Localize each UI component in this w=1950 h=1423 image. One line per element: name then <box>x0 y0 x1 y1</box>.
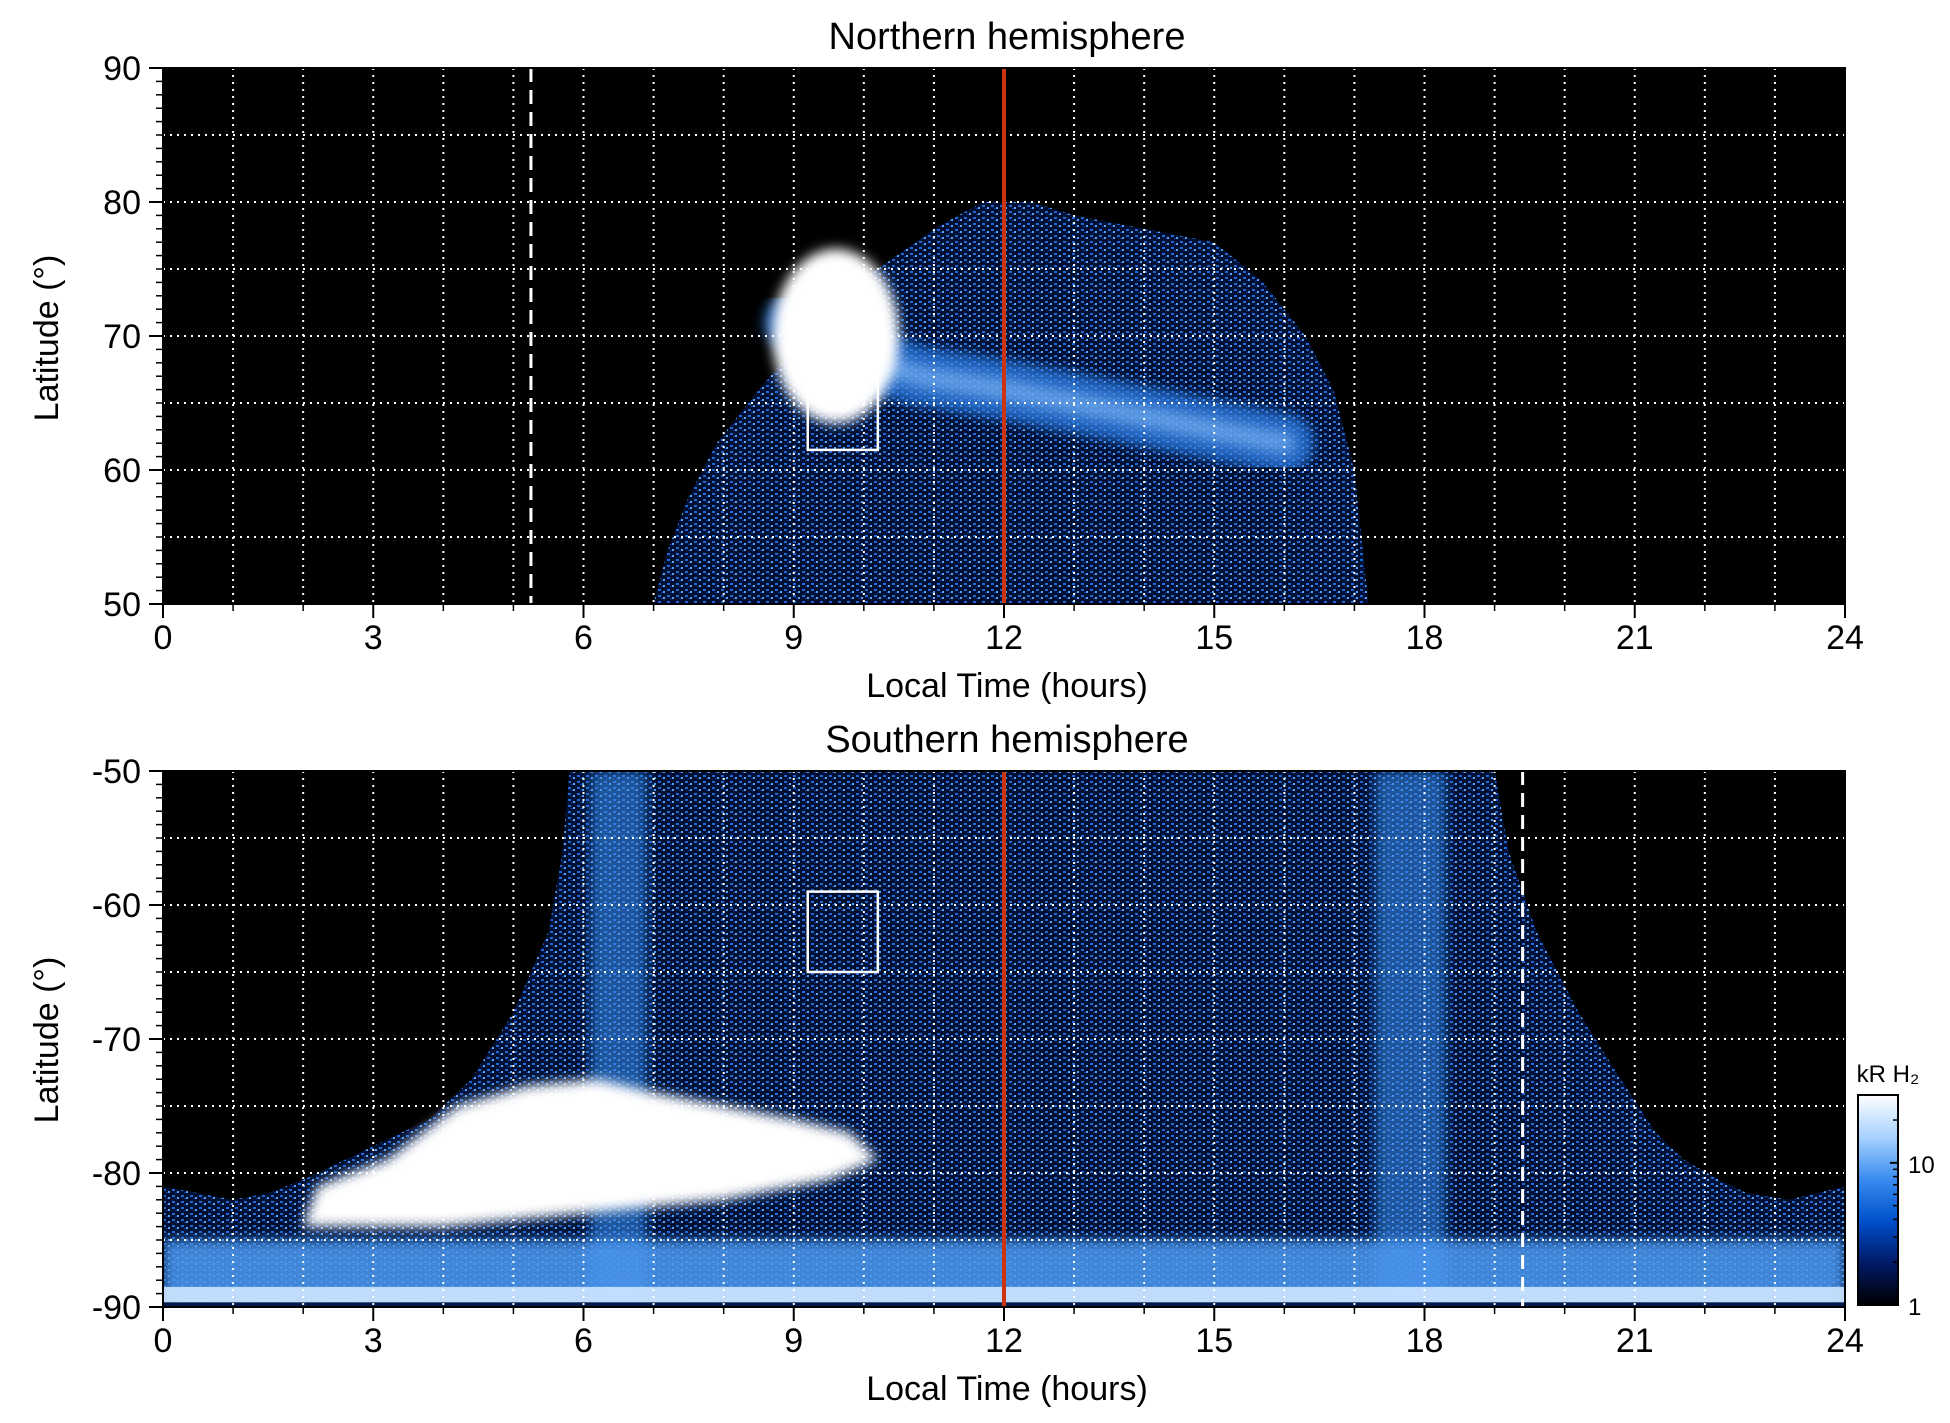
southern-panel-title: Southern hemisphere <box>825 719 1188 761</box>
southern-y-axis-label: Latitude (°) <box>28 957 66 1124</box>
south-x-tick-label: 0 <box>154 1322 173 1360</box>
north-x-tick-label: 9 <box>784 619 803 657</box>
south-x-tick-label: 21 <box>1616 1322 1654 1360</box>
southern-axes: 0 3 6 9 12 15 18 21 24 -90 -80 -70 -60 -50 <box>92 753 1864 1360</box>
colorbar-tick-label: 1 <box>1908 1294 1921 1321</box>
southern-heatmap <box>163 771 1845 1307</box>
colorbar: kR H₂ 1 10 <box>1857 1061 1935 1321</box>
south-x-tick-label: 24 <box>1826 1322 1864 1360</box>
south-x-tick-label: 12 <box>985 1322 1023 1360</box>
colorbar-label: kR H₂ <box>1857 1061 1920 1088</box>
south-y-tick-label: -90 <box>92 1289 141 1327</box>
north-x-tick-label: 3 <box>364 619 383 657</box>
south-x-tick-label: 18 <box>1406 1322 1444 1360</box>
north-y-tick-label: 70 <box>103 318 141 356</box>
north-x-tick-label: 0 <box>154 619 173 657</box>
northern-y-axis-label: Latitude (°) <box>28 255 66 422</box>
north-x-tick-label: 18 <box>1406 619 1444 657</box>
south-x-tick-label: 9 <box>784 1322 803 1360</box>
south-x-tick-label: 3 <box>364 1322 383 1360</box>
south-y-tick-label: -50 <box>92 753 141 791</box>
southern-x-axis-label: Local Time (hours) <box>866 1370 1148 1408</box>
north-x-tick-label: 15 <box>1195 619 1233 657</box>
north-y-tick-label: 60 <box>103 452 141 490</box>
south-y-tick-label: -60 <box>92 887 141 925</box>
south-x-tick-label: 6 <box>574 1322 593 1360</box>
south-selection-box <box>806 890 880 974</box>
north-y-tick-label: 90 <box>103 50 141 88</box>
south-y-tick-label: -80 <box>92 1155 141 1193</box>
north-selection-box <box>806 374 880 452</box>
south-y-tick-label: -70 <box>92 1021 141 1059</box>
north-x-tick-label: 21 <box>1616 619 1654 657</box>
colorbar-tick-label: 10 <box>1908 1152 1935 1179</box>
north-y-tick-label: 50 <box>103 586 141 624</box>
north-y-tick-label: 80 <box>103 184 141 222</box>
north-x-tick-label: 12 <box>985 619 1023 657</box>
south-x-tick-label: 15 <box>1195 1322 1233 1360</box>
colorbar-ticks: 1 10 <box>1890 1094 1935 1321</box>
colorbar-gradient <box>1857 1094 1899 1306</box>
northern-axes: 0 3 6 9 12 15 18 21 24 50 60 70 80 90 <box>103 50 1864 657</box>
southern-hemisphere-panel: Southern hemisphere 0 3 6 9 12 15 18 21 24 -90 -80… <box>28 719 1864 1408</box>
north-x-tick-label: 6 <box>574 619 593 657</box>
north-x-tick-label: 24 <box>1826 619 1864 657</box>
northern-heatmap <box>163 68 1845 604</box>
southern-saturated-region <box>303 1079 878 1227</box>
northern-panel-title: Northern hemisphere <box>829 16 1186 58</box>
northern-hemisphere-panel: Northern hemisphere 0 3 6 9 12 15 18 21 24 50 60 70… <box>28 16 1864 705</box>
northern-x-axis-label: Local Time (hours) <box>866 667 1148 705</box>
